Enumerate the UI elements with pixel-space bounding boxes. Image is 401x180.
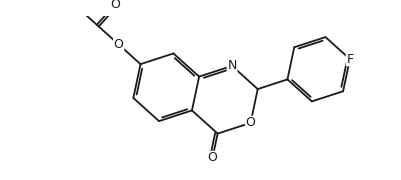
- Text: O: O: [207, 151, 217, 165]
- Text: F: F: [346, 53, 352, 66]
- Text: O: O: [245, 116, 255, 129]
- Text: N: N: [227, 59, 236, 72]
- Text: O: O: [113, 38, 123, 51]
- Text: O: O: [109, 0, 119, 11]
